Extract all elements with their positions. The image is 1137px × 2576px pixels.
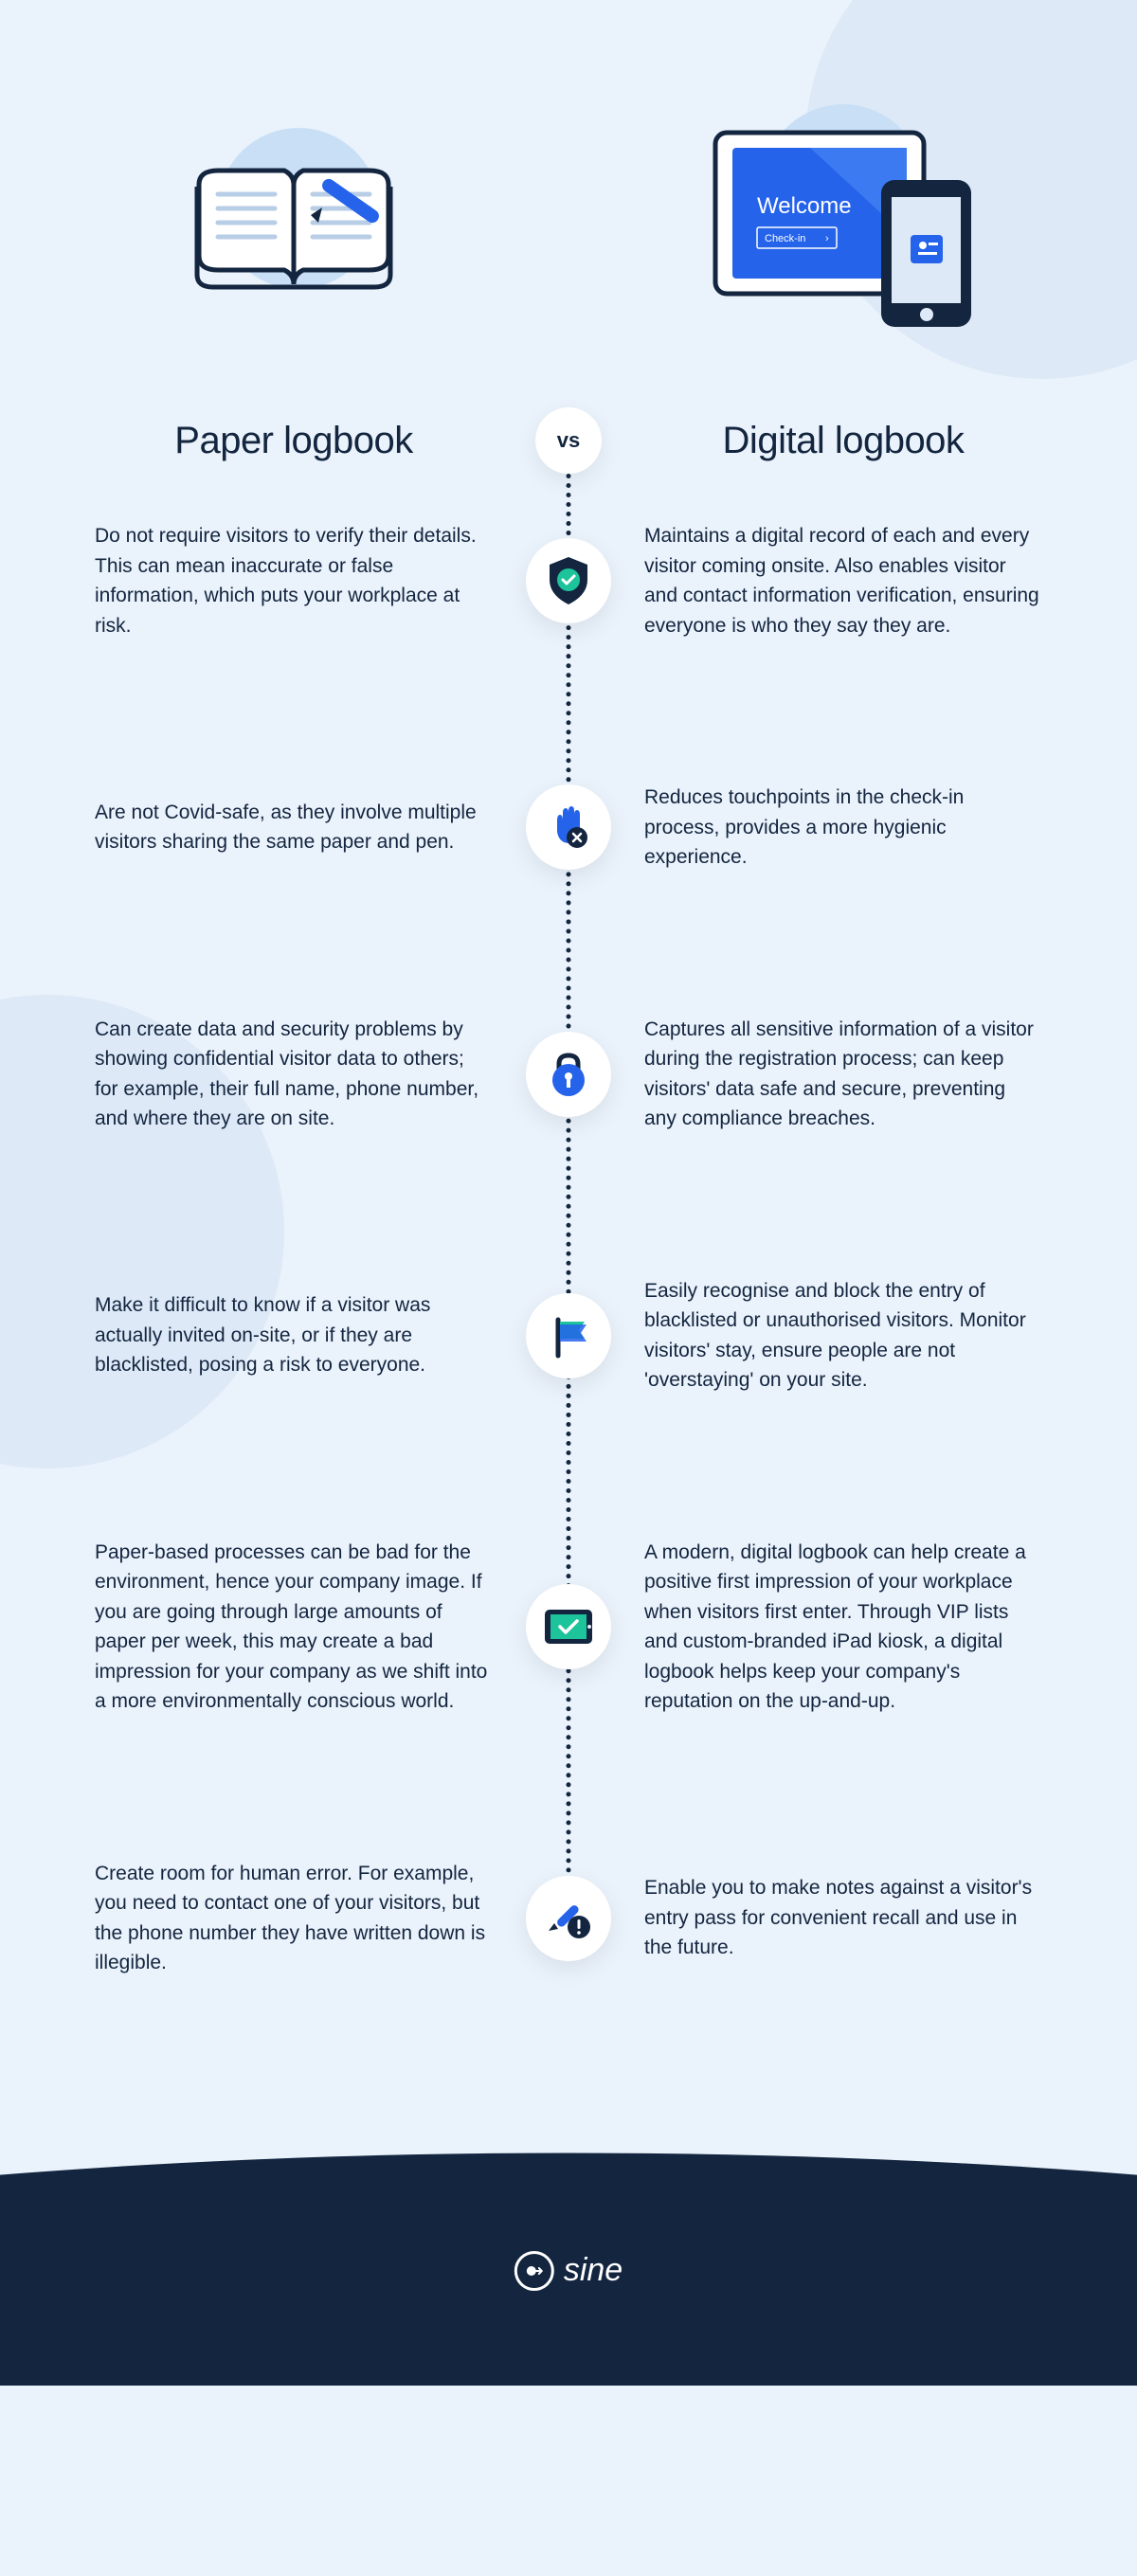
row-6-left: Create room for human error. For example… <box>95 1859 493 1978</box>
footer-wave <box>0 2054 1137 2386</box>
row-4-left: Make it difficult to know if a visitor w… <box>95 1290 493 1380</box>
footer-brand-text: sine <box>564 2252 623 2289</box>
row-3-left: Can create data and security problems by… <box>95 1015 493 1134</box>
row-2-right: Reduces touchpoints in the check-in proc… <box>644 783 1042 873</box>
book-illustration <box>161 128 426 317</box>
row-6-right: Enable you to make notes against a visit… <box>644 1873 1042 1963</box>
paper-title: Paper logbook <box>95 420 493 462</box>
row-1: Do not require visitors to verify their … <box>95 521 1042 640</box>
row-4: Make it difficult to know if a visitor w… <box>95 1276 1042 1396</box>
svg-text:Welcome: Welcome <box>757 193 852 219</box>
row-5: Paper-based processes can be bad for the… <box>95 1538 1042 1717</box>
row-3: Can create data and security problems by… <box>95 1015 1042 1134</box>
digital-title: Digital logbook <box>644 420 1042 462</box>
hero-right: Welcome Check-in › <box>644 114 1042 332</box>
row-1-right: Maintains a digital record of each and e… <box>644 521 1042 640</box>
comparison-rows: Do not require visitors to verify their … <box>95 521 1042 1978</box>
footer-logo: sine <box>514 2251 623 2291</box>
titles-row: Paper logbook vs Digital logbook <box>95 407 1042 474</box>
svg-text:›: › <box>825 233 829 244</box>
center-dotted-line <box>567 474 571 1940</box>
row-6: Create room for human error. For example… <box>95 1859 1042 1978</box>
shield-check-icon <box>526 538 611 623</box>
vs-badge: vs <box>535 407 602 474</box>
svg-text:Check-in: Check-in <box>765 233 805 244</box>
pen-alert-icon <box>526 1876 611 1961</box>
logo-mark-icon <box>514 2251 554 2291</box>
left-title-col: Paper logbook <box>95 420 493 462</box>
hero-left <box>95 128 493 317</box>
footer: sine <box>0 2054 1137 2386</box>
row-5-right: A modern, digital logbook can help creat… <box>644 1538 1042 1717</box>
hand-stop-icon <box>526 784 611 870</box>
row-1-left: Do not require visitors to verify their … <box>95 521 493 640</box>
row-3-right: Captures all sensitive information of a … <box>644 1015 1042 1134</box>
tablet-check-icon <box>526 1584 611 1669</box>
hero-row: Welcome Check-in › <box>95 114 1042 332</box>
flag-icon <box>526 1293 611 1378</box>
row-5-left: Paper-based processes can be bad for the… <box>95 1538 493 1717</box>
right-title-col: Digital logbook <box>644 420 1042 462</box>
row-4-right: Easily recognise and block the entry of … <box>644 1276 1042 1396</box>
row-2: Are not Covid-safe, as they involve mult… <box>95 783 1042 873</box>
tablet-illustration: Welcome Check-in › <box>696 114 990 332</box>
row-2-left: Are not Covid-safe, as they involve mult… <box>95 798 493 857</box>
lock-icon <box>526 1032 611 1117</box>
content-container: Welcome Check-in › Paper logbook <box>0 0 1137 1978</box>
